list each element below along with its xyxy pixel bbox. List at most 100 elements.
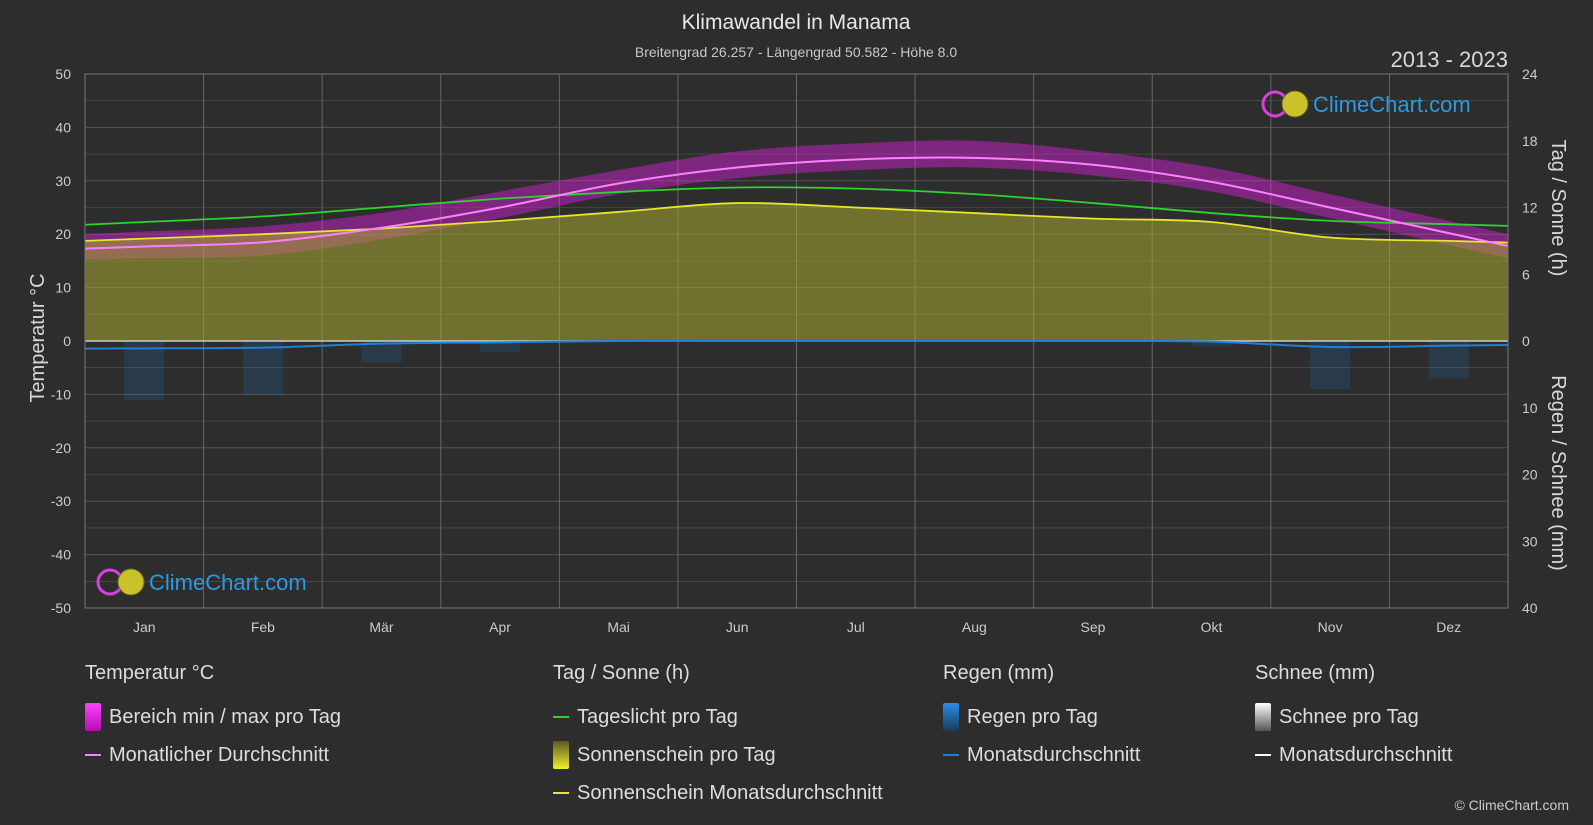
legend-rain: Regen (mm) Regen pro Tag Monatsdurchschn… — [943, 662, 1140, 774]
rain-bar — [361, 341, 402, 363]
daylight-line — [84, 186, 1509, 227]
series-lines — [84, 156, 1509, 350]
rain-bar — [1310, 341, 1351, 390]
rain-bars — [124, 341, 1469, 400]
right-axis-title-top: Tag / Sonne (h) — [1547, 140, 1569, 277]
rain-bar — [124, 341, 165, 400]
right-axis-title-bottom: Regen / Schnee (mm) — [1547, 375, 1569, 571]
temp-range-swatch — [85, 703, 101, 731]
chart-title: Klimawandel in Manama — [682, 11, 911, 34]
legend-label-sunshine-avg: Sonnenschein Monatsdurchschnitt — [577, 781, 883, 804]
legend-item-sunshine-day: Sonnenschein pro Tag — [553, 736, 883, 774]
month-tick-label: Nov — [1318, 619, 1343, 635]
legend-snow: Schnee (mm) Schnee pro Tag Monatsdurchsc… — [1255, 662, 1452, 774]
sunshine-avg-swatch — [553, 792, 569, 794]
daylight-swatch — [553, 716, 569, 718]
legend-item-rain-day: Regen pro Tag — [943, 698, 1140, 736]
legend-heading-temperature: Temperatur °C — [85, 662, 215, 684]
month-tick-label: Mai — [607, 619, 630, 635]
left-tick-label: -30 — [51, 493, 71, 509]
logo-top: ClimeChart.com — [1261, 90, 1471, 118]
legend-item-snow-avg: Monatsdurchschnitt — [1255, 736, 1452, 774]
left-tick-label: -50 — [51, 600, 71, 616]
legend-item-daylight: Tageslicht pro Tag — [553, 698, 883, 736]
right-top-tick-label: 0 — [1522, 333, 1530, 349]
month-tick-label: Feb — [251, 619, 275, 635]
legend-item-snow-day: Schnee pro Tag — [1255, 698, 1452, 736]
temp-avg-line — [84, 156, 1509, 250]
climate-chart: Klimawandel in Manama Breitengrad 26.257… — [27, 11, 1569, 635]
month-tick-label: Jun — [726, 619, 749, 635]
legend-label-daylight: Tageslicht pro Tag — [577, 705, 738, 728]
legend-heading-sun: Tag / Sonne (h) — [553, 662, 690, 684]
legend-label-sunshine-day: Sonnenschein pro Tag — [577, 743, 776, 766]
legend-label-snow-avg: Monatsdurchschnitt — [1279, 743, 1453, 766]
right-bottom-tick-label: 20 — [1522, 467, 1538, 483]
legend-item-rain-avg: Monatsdurchschnitt — [943, 736, 1140, 774]
left-tick-label: 20 — [55, 226, 71, 242]
right-top-tick-label: 6 — [1522, 266, 1530, 282]
month-tick-label: Sep — [1080, 619, 1105, 635]
temp-avg-swatch — [85, 754, 101, 756]
legend-label-temp-avg: Monatlicher Durchschnitt — [109, 743, 330, 766]
legend-item-temp-avg: Monatlicher Durchschnitt — [85, 736, 341, 774]
rain-bar — [242, 341, 283, 395]
legend-temperature: Temperatur °C Bereich min / max pro Tag … — [85, 662, 341, 774]
left-tick-label: 30 — [55, 173, 71, 189]
legend-heading-snow: Schnee (mm) — [1255, 662, 1376, 684]
sunshine-area — [85, 202, 1508, 341]
rain-bar — [480, 341, 521, 352]
left-tick-label: 40 — [55, 119, 71, 135]
chart-subtitle: Breitengrad 26.257 - Längengrad 50.582 -… — [635, 44, 957, 60]
temperature-range-band — [85, 140, 1508, 260]
logo-sun-icon — [1281, 90, 1309, 118]
month-tick-label: Jul — [847, 619, 865, 635]
right-bottom-tick-label: 40 — [1522, 600, 1538, 616]
right-top-tick-label: 12 — [1522, 200, 1538, 216]
legend-sun: Tag / Sonne (h) Tageslicht pro Tag Sonne… — [553, 662, 883, 812]
rain-bar — [1428, 341, 1469, 379]
legend-item-sunshine-avg: Sonnenschein Monatsdurchschnitt — [553, 774, 883, 812]
legend-label-temp-range: Bereich min / max pro Tag — [109, 705, 341, 728]
snow-swatch — [1255, 703, 1271, 731]
period-label: 2013 - 2023 — [1391, 47, 1508, 72]
left-tick-label: -10 — [51, 386, 71, 402]
legend-label-snow-day: Schnee pro Tag — [1279, 705, 1419, 728]
left-tick-label: 50 — [55, 66, 71, 82]
legend-heading-rain: Regen (mm) — [943, 662, 1055, 684]
month-tick-label: Dez — [1436, 619, 1461, 635]
left-tick-label: 10 — [55, 280, 71, 296]
month-tick-label: Jan — [133, 619, 156, 635]
rain-bar — [1191, 341, 1232, 347]
left-tick-label: -40 — [51, 547, 71, 563]
snow-avg-swatch — [1255, 754, 1271, 756]
month-tick-label: Mär — [369, 619, 393, 635]
logo-text-bottom: ClimeChart.com — [149, 570, 307, 595]
rain-avg-swatch — [943, 754, 959, 756]
logo-bottom: ClimeChart.com — [96, 568, 307, 596]
right-top-tick-label: 24 — [1522, 66, 1538, 82]
left-axis-title: Temperatur °C — [27, 273, 49, 402]
sunshine-swatch — [553, 741, 569, 769]
legend-item-temp-range: Bereich min / max pro Tag — [85, 698, 341, 736]
left-tick-label: 0 — [63, 333, 71, 349]
right-bottom-tick-label: 10 — [1522, 400, 1538, 416]
left-tick-label: -20 — [51, 440, 71, 456]
legend-label-rain-day: Regen pro Tag — [967, 705, 1098, 728]
plot-border — [84, 73, 1509, 609]
month-tick-label: Aug — [962, 619, 987, 635]
sunshine-area-fill — [85, 202, 1508, 341]
temp-range-band — [85, 140, 1508, 260]
copyright: © ClimeChart.com — [1454, 797, 1569, 813]
month-tick-label: Okt — [1201, 619, 1223, 635]
rain-swatch — [943, 703, 959, 731]
logo-text-top: ClimeChart.com — [1313, 92, 1471, 117]
logo-sun-icon — [117, 568, 145, 596]
month-tick-label: Apr — [489, 619, 511, 635]
right-bottom-tick-label: 30 — [1522, 533, 1538, 549]
rain-avg-line — [84, 339, 1509, 350]
right-top-tick-label: 18 — [1522, 133, 1538, 149]
legend-label-rain-avg: Monatsdurchschnitt — [967, 743, 1141, 766]
sunshine-avg-line — [84, 202, 1509, 244]
